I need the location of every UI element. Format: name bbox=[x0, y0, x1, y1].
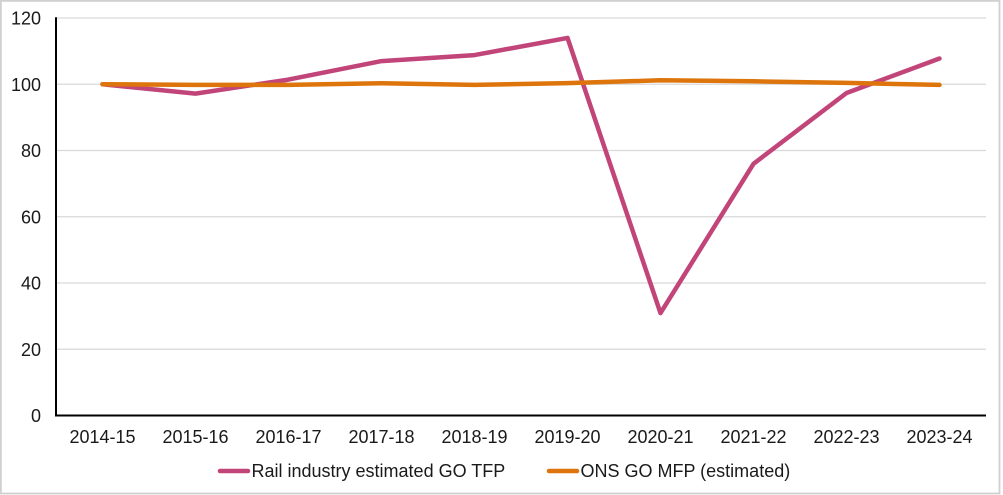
svg-text:2014-15: 2014-15 bbox=[69, 427, 135, 447]
svg-text:120: 120 bbox=[11, 9, 41, 29]
svg-text:2020-21: 2020-21 bbox=[627, 427, 693, 447]
svg-text:2017-18: 2017-18 bbox=[348, 427, 414, 447]
svg-text:2022-23: 2022-23 bbox=[813, 427, 879, 447]
svg-text:2019-20: 2019-20 bbox=[534, 427, 600, 447]
svg-text:Rail industry estimated GO TFP: Rail industry estimated GO TFP bbox=[252, 461, 506, 481]
svg-text:2023-24: 2023-24 bbox=[906, 427, 972, 447]
svg-text:0: 0 bbox=[31, 406, 41, 426]
svg-text:100: 100 bbox=[11, 75, 41, 95]
svg-text:20: 20 bbox=[21, 340, 41, 360]
svg-text:2021-22: 2021-22 bbox=[720, 427, 786, 447]
svg-text:2015-16: 2015-16 bbox=[162, 427, 228, 447]
svg-text:2016-17: 2016-17 bbox=[255, 427, 321, 447]
svg-text:60: 60 bbox=[21, 207, 41, 227]
svg-text:2018-19: 2018-19 bbox=[441, 427, 507, 447]
svg-text:40: 40 bbox=[21, 274, 41, 294]
svg-text:80: 80 bbox=[21, 141, 41, 161]
svg-text:ONS GO MFP (estimated): ONS GO MFP (estimated) bbox=[581, 461, 791, 481]
